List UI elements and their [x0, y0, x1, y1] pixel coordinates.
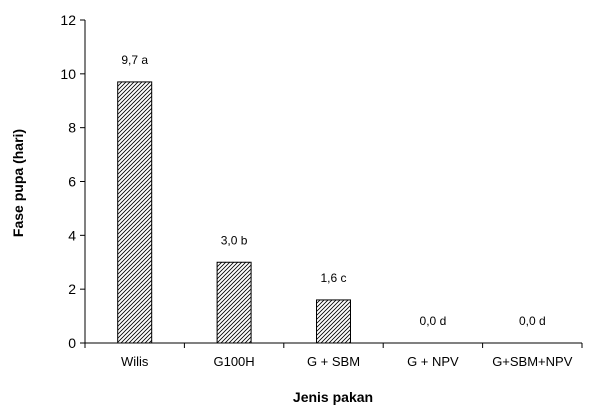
x-axis-title: Jenis pakan	[293, 389, 373, 405]
y-tick-label: 6	[68, 174, 76, 190]
data-label: 0,0 d	[519, 314, 546, 328]
data-label: 0,0 d	[420, 314, 447, 328]
data-label: 9,7 a	[121, 53, 148, 67]
y-tick-label: 0	[68, 335, 76, 351]
y-tick-label: 2	[68, 281, 76, 297]
data-labels: 9,7 a 3,0 b 1,6 c 0,0 d 0,0 d	[121, 53, 545, 328]
y-tick-label: 8	[68, 120, 76, 136]
bars	[117, 81, 351, 344]
y-tick-label: 4	[68, 227, 76, 243]
x-tick-label: G + NPV	[407, 354, 459, 369]
bar-g100h	[216, 261, 252, 344]
x-tick-label: Wilis	[121, 354, 149, 369]
bar-wilis	[117, 81, 153, 344]
y-ticks: 0 2 4 6 8 10 12	[60, 12, 85, 351]
x-ticks: Wilis G100H G + SBM G + NPV G+SBM+NPV	[84, 343, 583, 369]
x-tick-label: G+SBM+NPV	[492, 354, 573, 369]
data-label: 1,6 c	[320, 271, 346, 285]
y-tick-label: 12	[60, 12, 76, 28]
bar-g-sbm	[316, 299, 351, 344]
y-tick-label: 10	[60, 66, 76, 82]
x-tick-label: G + SBM	[307, 354, 360, 369]
data-label: 3,0 b	[221, 233, 248, 247]
x-tick-label: G100H	[213, 354, 254, 369]
y-axis-title: Fase pupa (hari)	[10, 129, 26, 237]
